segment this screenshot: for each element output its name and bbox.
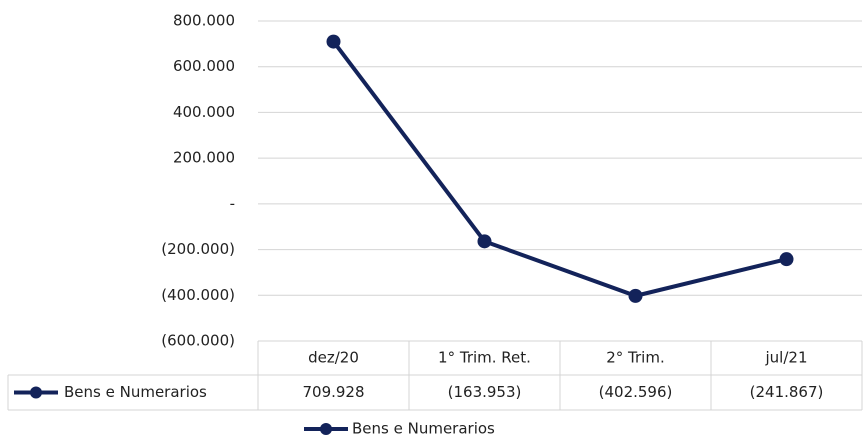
marker xyxy=(477,234,492,249)
legend-key xyxy=(320,423,332,435)
x-tick-label: 1° Trim. Ret. xyxy=(438,349,531,367)
y-tick-label: 200.000 xyxy=(173,149,235,167)
y-tick-label: 400.000 xyxy=(173,103,235,121)
x-tick-label: jul/21 xyxy=(765,349,808,367)
table-series-name: Bens e Numerarios xyxy=(64,383,207,401)
y-tick-label: (200.000) xyxy=(161,240,235,258)
table-value: (241.867) xyxy=(750,383,824,401)
marker xyxy=(326,34,341,49)
y-tick-label: (600.000) xyxy=(161,332,235,350)
x-tick-label: 2° Trim. xyxy=(606,349,664,367)
x-tick-label: dez/20 xyxy=(308,349,359,367)
y-tick-label: (400.000) xyxy=(161,286,235,304)
legend-key xyxy=(30,386,42,399)
y-tick-label: - xyxy=(230,194,235,212)
y-tick-label: 600.000 xyxy=(173,57,235,75)
marker xyxy=(779,252,794,267)
legend-label: Bens e Numerarios xyxy=(352,420,495,438)
series-line xyxy=(331,40,787,298)
table-value: (402.596) xyxy=(599,383,673,401)
table-value: (163.953) xyxy=(448,383,522,401)
table-value: 709.928 xyxy=(302,383,364,401)
marker xyxy=(628,288,643,303)
y-tick-label: 800.000 xyxy=(173,12,235,30)
